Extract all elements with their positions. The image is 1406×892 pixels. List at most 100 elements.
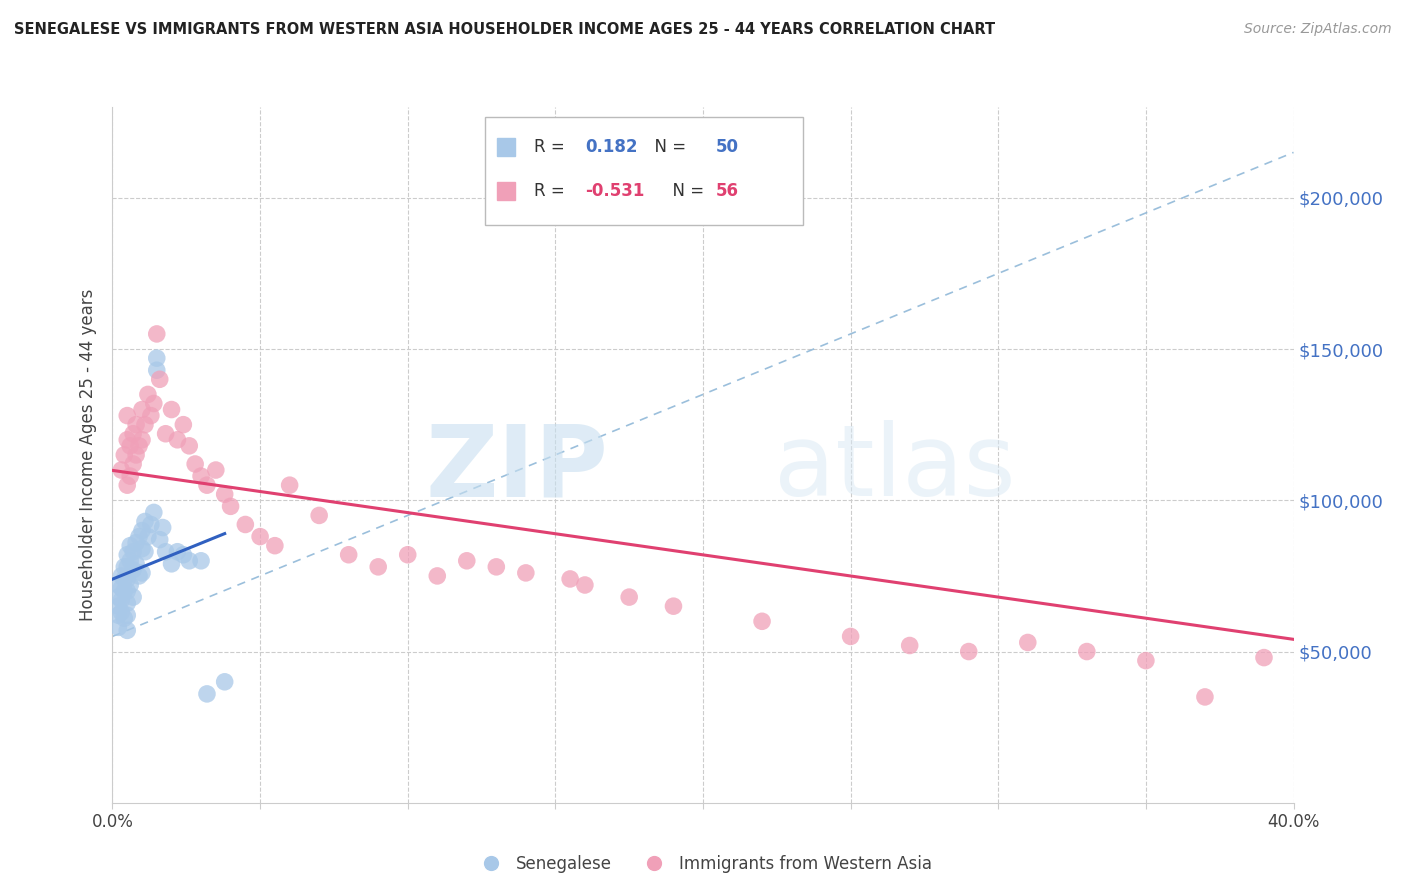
Point [134,515,156,529]
Point [117,584,138,599]
Point [110,593,132,607]
Point [136,387,159,401]
Point [134,417,156,432]
Point [149,372,172,386]
FancyBboxPatch shape [485,118,803,226]
Point [128,439,150,453]
Point [166,545,188,559]
Text: SENEGALESE VS IMMIGRANTS FROM WESTERN ASIA HOUSEHOLDER INCOME AGES 25 - 44 YEARS: SENEGALESE VS IMMIGRANTS FROM WESTERN AS… [14,22,995,37]
Text: R =: R = [534,137,569,156]
Point [278,478,301,492]
Point [574,578,596,592]
Point [172,417,194,432]
Point [112,559,135,574]
Point [146,351,169,365]
Point [396,548,419,562]
Text: R =: R = [534,182,569,200]
Point [337,548,360,562]
Point [122,457,145,471]
Point [190,554,212,568]
Point [662,599,685,614]
Point [264,539,287,553]
Point [219,500,242,514]
Point [107,620,129,634]
Point [131,566,153,580]
Point [195,478,218,492]
Point [122,545,145,559]
Point [485,559,508,574]
Text: -0.531: -0.531 [585,182,644,200]
Point [128,530,150,544]
Point [112,611,135,625]
Point [120,439,142,453]
Point [110,569,132,583]
Point [146,326,169,341]
Point [214,674,236,689]
Point [166,433,188,447]
Point [179,439,201,453]
Point [125,417,148,432]
Y-axis label: Householder Income Ages 25 - 44 years: Householder Income Ages 25 - 44 years [79,289,97,621]
Point [110,605,132,619]
Point [456,554,478,568]
Point [160,402,183,417]
Point [125,557,148,571]
Point [160,557,183,571]
Point [131,402,153,417]
Point [117,608,138,623]
Point [619,590,641,604]
Point [139,517,162,532]
Point [155,426,177,441]
Point [558,572,582,586]
Text: 50: 50 [716,137,740,156]
Point [1194,690,1216,704]
Point [131,524,153,538]
Point [125,448,148,462]
Point [117,433,138,447]
Point [839,629,862,643]
Point [142,505,165,519]
Point [128,569,150,583]
Point [117,624,138,638]
Point [107,590,129,604]
Point [122,590,145,604]
Point [155,545,177,559]
Point [898,639,921,653]
Point [1017,635,1039,649]
Point [120,469,142,483]
Point [117,409,138,423]
Point [122,563,145,577]
Point [308,508,330,523]
Text: atlas: atlas [773,420,1015,517]
Point [515,566,537,580]
Point [146,363,169,377]
Point [233,517,256,532]
Point [107,599,129,614]
Point [367,559,389,574]
Point [1076,644,1098,658]
Point [134,545,156,559]
Text: N =: N = [662,182,709,200]
Point [131,541,153,556]
Point [1135,654,1157,668]
Point [172,548,194,562]
Point [107,608,129,623]
Point [117,572,138,586]
Point [117,478,138,492]
Point [195,687,218,701]
Text: ZIP: ZIP [426,420,609,517]
Point [112,448,135,462]
Point [125,535,148,549]
Point [149,533,172,547]
Legend: Senegalese, Immigrants from Western Asia: Senegalese, Immigrants from Western Asia [468,848,938,880]
Point [122,426,145,441]
Point [110,581,132,595]
Point [120,539,142,553]
Text: 56: 56 [716,182,740,200]
Text: 0.182: 0.182 [585,137,637,156]
Point [112,572,135,586]
Point [117,548,138,562]
Point [136,530,159,544]
Point [179,554,201,568]
Point [957,644,980,658]
